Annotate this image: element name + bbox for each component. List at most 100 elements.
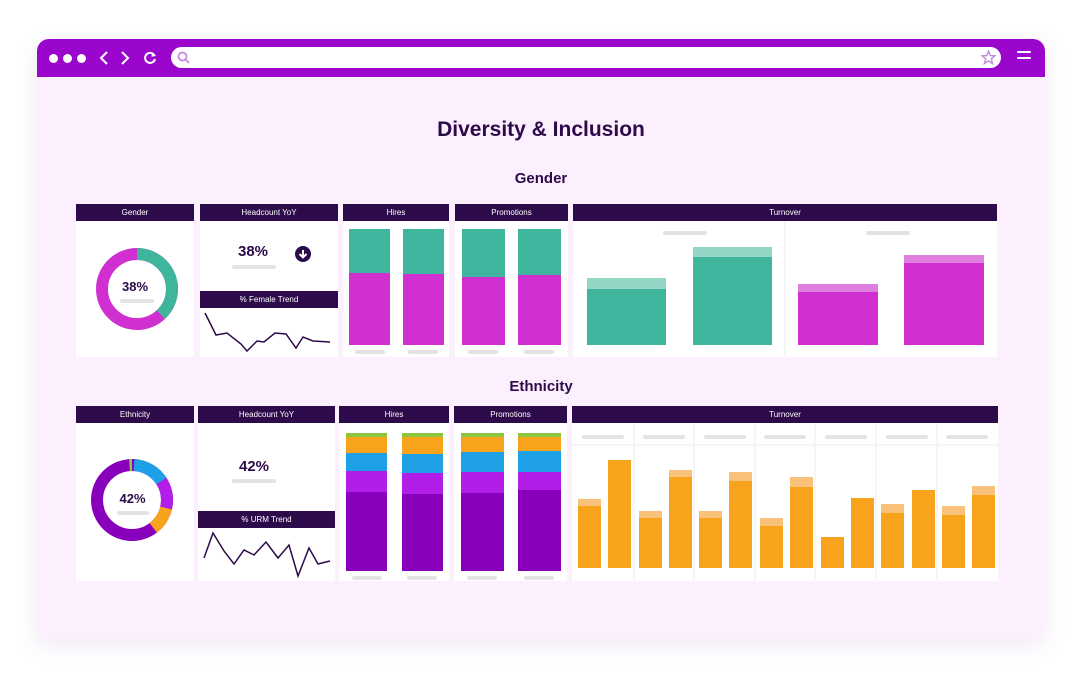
placeholder-label xyxy=(764,435,806,439)
ethnicity-hires-chart xyxy=(346,433,443,580)
bar-segment xyxy=(518,437,561,451)
window-dot-icon[interactable] xyxy=(63,54,72,63)
placeholder-label xyxy=(407,576,437,580)
bar-segment xyxy=(461,437,504,452)
bar-segment xyxy=(403,274,444,345)
panel-header: Hires xyxy=(339,406,449,423)
donut-segment xyxy=(91,459,173,541)
trend-line xyxy=(203,531,331,579)
bar-segment xyxy=(587,278,666,289)
bar-segment xyxy=(693,247,772,257)
bar-segment xyxy=(461,452,504,472)
gender-donut-chart xyxy=(96,248,178,330)
gender-hires-chart xyxy=(349,229,444,354)
gender-headcount-panel: Headcount YoY 38% % Female Trend xyxy=(200,204,338,357)
bar-segment xyxy=(462,277,505,345)
ethnicity-hires-panel: Hires xyxy=(339,406,449,581)
ethnicity-donut-value: 42% xyxy=(119,491,146,506)
placeholder-line xyxy=(232,265,276,269)
bar-segment xyxy=(346,453,387,471)
ethnicity-turnover-panel: Turnover xyxy=(572,406,998,581)
trend-line xyxy=(204,312,331,353)
bar-segment xyxy=(346,433,387,437)
arrow-down-icon xyxy=(295,246,311,262)
placeholder-label xyxy=(467,576,497,580)
gender-section-title: Gender xyxy=(514,170,568,187)
bar-segment xyxy=(346,437,387,453)
panel-header: Promotions xyxy=(455,204,568,221)
placeholder-line xyxy=(117,511,149,515)
panel-header: Ethnicity xyxy=(76,406,194,423)
bar-segment xyxy=(402,494,443,571)
placeholder-label xyxy=(866,231,910,235)
bar-segment xyxy=(462,229,505,277)
address-bar[interactable] xyxy=(171,47,1001,68)
gender-hires-panel: Hires xyxy=(343,204,449,357)
turnover-bars xyxy=(578,460,995,568)
bar-segment xyxy=(402,437,443,454)
panel-subheader: % URM Trend xyxy=(198,511,335,528)
bar-segment xyxy=(349,229,390,273)
bar-segment xyxy=(518,490,561,571)
panel-header: Turnover xyxy=(572,406,998,423)
placeholder-label xyxy=(886,435,928,439)
gender-turnover-chart xyxy=(587,221,984,357)
placeholder-label xyxy=(643,435,685,439)
bar-segment xyxy=(461,472,504,493)
placeholder-label xyxy=(468,350,498,354)
bar-segment xyxy=(518,229,561,275)
gender-donut-panel: Gender 38% xyxy=(76,204,194,357)
bar-segment xyxy=(518,451,561,472)
window-dot-icon[interactable] xyxy=(77,54,86,63)
bar-segment xyxy=(904,255,984,263)
search-icon xyxy=(177,51,190,64)
placeholder-line xyxy=(232,479,276,483)
star-icon[interactable] xyxy=(981,50,996,65)
bar-segment xyxy=(587,289,666,345)
bar-segment xyxy=(693,257,772,345)
ethnicity-headcount-value: 42% xyxy=(238,458,270,475)
placeholder-label xyxy=(408,350,438,354)
gender-promotions-chart xyxy=(462,229,561,354)
bar-segment xyxy=(798,284,878,292)
ethnicity-turnover-chart xyxy=(572,423,998,581)
ethnicity-promotions-chart xyxy=(461,433,561,580)
browser-toolbar xyxy=(37,39,1045,77)
bar-segment xyxy=(346,471,387,492)
window-dot-icon[interactable] xyxy=(49,54,58,63)
ethnicity-donut-panel: Ethnicity 42% xyxy=(76,406,194,581)
page-title: Diversity & Inclusion xyxy=(437,118,645,141)
bar-segment xyxy=(403,229,444,274)
bar-segment xyxy=(349,273,390,345)
panel-header: Hires xyxy=(343,204,449,221)
ethnicity-promotions-panel: Promotions xyxy=(454,406,567,581)
bar-segment xyxy=(461,433,504,437)
placeholder-label xyxy=(825,435,867,439)
panel-header: Promotions xyxy=(454,406,567,423)
bar-segment xyxy=(518,472,561,490)
bar-segment xyxy=(461,493,504,571)
donut-segment-male xyxy=(96,248,178,330)
forward-icon[interactable] xyxy=(120,51,130,65)
panel-header: Headcount YoY xyxy=(200,204,338,221)
reload-icon[interactable] xyxy=(143,51,157,65)
placeholder-line xyxy=(120,299,154,303)
bar-segment xyxy=(402,433,443,437)
bar-segment xyxy=(346,492,387,571)
ethnicity-headcount-panel: Headcount YoY 42% % URM Trend xyxy=(198,406,335,581)
placeholder-label xyxy=(704,435,746,439)
browser-window: Diversity & Inclusion Gender Ethnicity G… xyxy=(37,39,1045,639)
placeholder-label xyxy=(582,435,624,439)
menu-icon[interactable] xyxy=(1017,51,1031,63)
donut-segment xyxy=(91,459,173,541)
ethnicity-section-title: Ethnicity xyxy=(509,378,573,395)
back-icon[interactable] xyxy=(99,51,109,65)
gender-promotions-panel: Promotions xyxy=(455,204,568,357)
placeholder-label xyxy=(663,231,707,235)
gender-donut-value: 38% xyxy=(121,279,149,294)
bar-segment xyxy=(798,292,878,345)
ethnicity-donut-chart xyxy=(91,459,173,541)
panel-subheader: % Female Trend xyxy=(200,291,338,308)
placeholder-label xyxy=(355,350,385,354)
gender-headcount-value: 38% xyxy=(237,243,269,260)
